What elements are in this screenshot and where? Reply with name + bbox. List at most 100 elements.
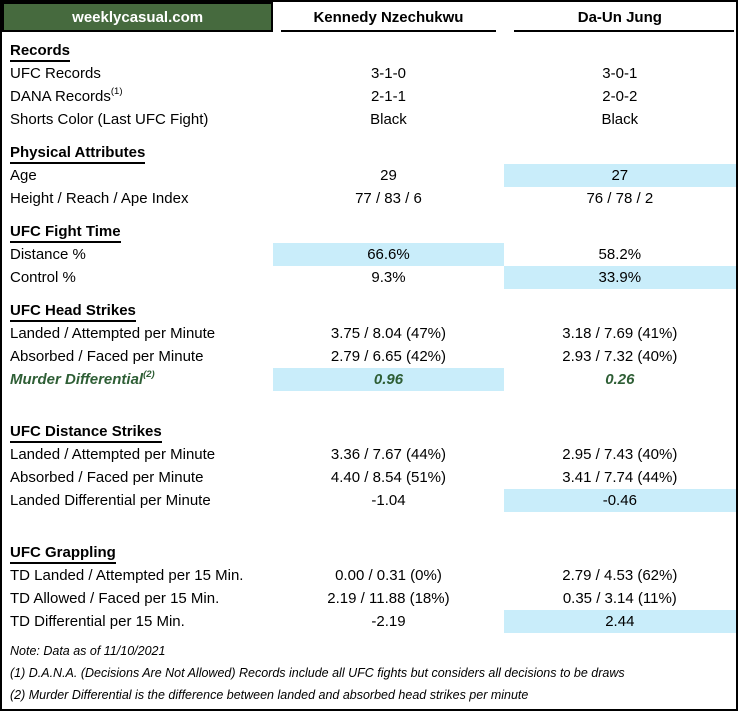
stat-value-fighter1: 2-1-1 — [370, 88, 406, 105]
stat-label-text: Control % — [10, 269, 76, 286]
stat-value-fighter1: 0.00 / 0.31 (0%) — [335, 567, 442, 584]
footnote-marker: (2) — [143, 369, 155, 380]
fighter-1-column-header: Kennedy Nzechukwu — [273, 2, 503, 32]
stat-label-text: Landed / Attempted per Minute — [10, 446, 216, 463]
stat-row-td-landed-attempted-per-15-min: TD Landed / Attempted per 15 Min. 0.00 / … — [2, 564, 736, 587]
footnotes: Note: Data as of 11/10/2021 (1) D.A.N.A. … — [2, 640, 736, 706]
stat-value-fighter2: 33.9% — [503, 266, 736, 289]
section-title: UFC Grappling — [2, 543, 736, 564]
stat-label: Control % — [2, 266, 273, 289]
fighter-2-column-header: Da-Un Jung — [504, 2, 736, 32]
stat-row-landed-differential-per-minute: Landed Differential per Minute -1.04 -0.46 — [2, 489, 736, 512]
stat-value-fighter2: -0.46 — [503, 489, 736, 512]
stat-value-fighter2: 2-0-2 — [602, 88, 638, 105]
stat-row-td-differential-per-15-min: TD Differential per 15 Min. -2.19 2.44 — [2, 610, 736, 633]
stat-value-fighter2: 2.93 / 7.32 (40%) — [562, 348, 678, 365]
stat-row-absorbed-faced-per-minute: Absorbed / Faced per Minute 4.40 / 8.54 (… — [2, 466, 736, 489]
footnote: Note: Data as of 11/10/2021 — [10, 644, 166, 658]
section-title-text: Records — [10, 42, 71, 62]
stat-row-control: Control % 9.3% 33.9% — [2, 266, 736, 289]
section-ufc-head-strikes: UFC Head Strikes Landed / Attempted per M… — [2, 301, 736, 391]
section-title: UFC Distance Strikes — [2, 422, 736, 443]
stat-row-height-reach-ape-index: Height / Reach / Ape Index 77 / 83 / 6 76 … — [2, 187, 736, 210]
table-header: weeklycasual.com Kennedy Nzechukwu Da-Un… — [2, 2, 736, 32]
section-ufc-distance-strikes: UFC Distance Strikes Landed / Attempted p… — [2, 422, 736, 512]
stat-value-fighter2: 3-0-1 — [602, 65, 638, 82]
fighter-2-name: Da-Un Jung — [577, 8, 662, 26]
section-title: Physical Attributes — [2, 143, 736, 164]
stat-label: TD Landed / Attempted per 15 Min. — [2, 564, 273, 587]
stat-label: DANA Records(1) — [2, 85, 273, 108]
stat-value-fighter2: 0.35 / 3.14 (11%) — [562, 590, 677, 607]
stat-row-ufc-records: UFC Records 3-1-0 3-0-1 — [2, 62, 736, 85]
stat-row-murder-differential: Murder Differential(2) 0.96 0.26 — [2, 368, 736, 391]
stat-row-td-allowed-faced-per-15-min: TD Allowed / Faced per 15 Min. 2.19 / 11.… — [2, 587, 736, 610]
footnote: (1) D.A.N.A. (Decisions Are Not Allowed)… — [10, 666, 625, 680]
stat-value-fighter1: 29 — [380, 167, 397, 184]
stat-value-fighter1: 9.3% — [371, 269, 406, 286]
stat-row-dana-records: DANA Records(1) 2-1-1 2-0-2 — [2, 85, 736, 108]
stat-row-distance: Distance % 66.6% 58.2% — [2, 243, 736, 266]
stat-row-absorbed-faced-per-minute: Absorbed / Faced per Minute 2.79 / 6.65 (… — [2, 345, 736, 368]
stat-value-fighter2: 2.44 — [503, 610, 736, 633]
stat-value-fighter1: 2.79 / 6.65 (42%) — [330, 348, 446, 365]
stat-value-fighter2: 2.79 / 4.53 (62%) — [562, 567, 678, 584]
stat-label: TD Allowed / Faced per 15 Min. — [2, 587, 273, 610]
stat-label-text: Height / Reach / Ape Index — [10, 190, 189, 207]
stat-label-text: Shorts Color (Last UFC Fight) — [10, 111, 209, 128]
stat-value-fighter2: 2.95 / 7.43 (40%) — [562, 446, 678, 463]
stat-label: Height / Reach / Ape Index — [2, 187, 273, 210]
stat-value-fighter1: 0.96 — [273, 368, 504, 391]
stat-row-shorts-color-last-ufc-fight: Shorts Color (Last UFC Fight) Black Black — [2, 108, 736, 131]
stat-label: Landed / Attempted per Minute — [2, 443, 273, 466]
stat-label: Age — [2, 164, 273, 187]
stat-label-text: Landed Differential per Minute — [10, 492, 211, 509]
stat-value-fighter1: Black — [370, 111, 407, 128]
stat-value-fighter1: 3-1-0 — [370, 65, 406, 82]
section-title: UFC Head Strikes — [2, 301, 736, 322]
stat-label-text: Absorbed / Faced per Minute — [10, 469, 204, 486]
stat-value-fighter1: 3.36 / 7.67 (44%) — [330, 446, 446, 463]
section-title-text: UFC Fight Time — [10, 223, 121, 243]
stat-value-fighter2: 76 / 78 / 2 — [586, 190, 654, 207]
stat-label: Landed Differential per Minute — [2, 489, 273, 512]
section-ufc-fight-time: UFC Fight Time Distance % 66.6% 58.2% Contro… — [2, 222, 736, 289]
stat-label: UFC Records — [2, 62, 273, 85]
stat-value-fighter1: 4.40 / 8.54 (51%) — [330, 469, 446, 486]
footnote-marker: (1) — [110, 86, 123, 97]
stat-value-fighter1: 66.6% — [273, 243, 504, 266]
stats-sections: Records UFC Records 3-1-0 3-0-1 DANA Records… — [2, 41, 736, 633]
stat-value-fighter2: 3.18 / 7.69 (41%) — [562, 325, 678, 342]
fighter-1-name: Kennedy Nzechukwu — [313, 8, 464, 26]
stat-label: Absorbed / Faced per Minute — [2, 345, 273, 368]
stat-row-landed-attempted-per-minute: Landed / Attempted per Minute 3.75 / 8.04… — [2, 322, 736, 345]
stat-value-fighter2: 0.26 — [605, 371, 635, 388]
stat-value-fighter2: Black — [601, 111, 639, 128]
stat-value-fighter1: 3.75 / 8.04 (47%) — [330, 325, 446, 342]
section-records: Records UFC Records 3-1-0 3-0-1 DANA Records… — [2, 41, 736, 131]
stat-label: TD Differential per 15 Min. — [2, 610, 273, 633]
section-title-text: Physical Attributes — [10, 144, 146, 164]
section-ufc-grappling: UFC Grappling TD Landed / Attempted per 1… — [2, 543, 736, 633]
stat-label-text: Distance % — [10, 246, 86, 263]
stat-label-text: TD Landed / Attempted per 15 Min. — [10, 567, 244, 584]
section-title: Records — [2, 41, 736, 62]
section-title-text: UFC Head Strikes — [10, 302, 136, 322]
stat-row-age: Age 29 27 — [2, 164, 736, 187]
stat-value-fighter2: 58.2% — [598, 246, 642, 263]
section-physical-attributes: Physical Attributes Age 29 27 Height / Reach… — [2, 143, 736, 210]
stat-value-fighter2: 3.41 / 7.74 (44%) — [562, 469, 678, 486]
stat-label-text: Age — [10, 167, 37, 184]
stat-label-text: Landed / Attempted per Minute — [10, 325, 216, 342]
stat-label-text: Murder Differential — [10, 371, 144, 388]
stat-label: Distance % — [2, 243, 273, 266]
stat-label: Shorts Color (Last UFC Fight) — [2, 108, 273, 131]
stat-label-text: DANA Records — [10, 88, 111, 105]
brand-logo: weeklycasual.com — [2, 2, 274, 32]
stat-label-text: TD Differential per 15 Min. — [10, 613, 185, 630]
stat-label-text: TD Allowed / Faced per 15 Min. — [10, 590, 220, 607]
stat-label-text: Absorbed / Faced per Minute — [10, 348, 204, 365]
stat-label-text: UFC Records — [10, 65, 101, 82]
stat-value-fighter1: 77 / 83 / 6 — [355, 190, 422, 207]
